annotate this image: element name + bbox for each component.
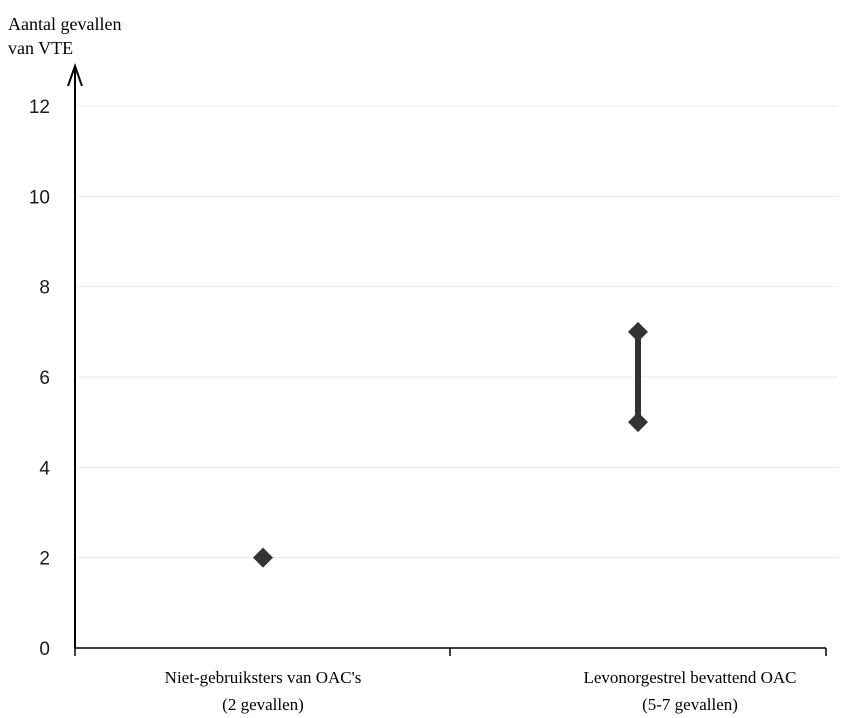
y-tick-label: 0	[39, 639, 50, 660]
y-tick-label: 6	[39, 368, 50, 389]
x-category-label: Niet-gebruiksters van OAC's	[165, 668, 362, 687]
x-category-label: Levonorgestrel bevattend OAC	[583, 668, 796, 687]
y-tick-label: 2	[39, 549, 50, 570]
x-category-label: (2 gevallen)	[222, 695, 304, 714]
y-tick-label: 8	[39, 278, 50, 299]
data-point-marker	[628, 321, 648, 342]
y-tick-labels: 0 2 4 6 8 10 12	[29, 97, 51, 660]
y-tick-label: 10	[29, 187, 50, 208]
y-axis-arrow-icon	[67, 62, 83, 87]
y-axis-title-line-2: van VTE	[8, 38, 73, 58]
data-marks	[253, 321, 648, 568]
x-category-label: (5-7 gevallen)	[642, 695, 738, 714]
y-tick-label: 4	[39, 458, 50, 479]
data-point-marker	[253, 547, 273, 568]
axes	[67, 62, 827, 656]
gridlines	[75, 105, 838, 559]
x-category-labels: Niet-gebruiksters van OAC's (2 gevallen) L…	[165, 668, 797, 714]
y-tick-label: 12	[29, 97, 50, 118]
y-axis-title-line-1: Aantal gevallen	[8, 14, 121, 34]
data-point-marker	[628, 412, 648, 433]
